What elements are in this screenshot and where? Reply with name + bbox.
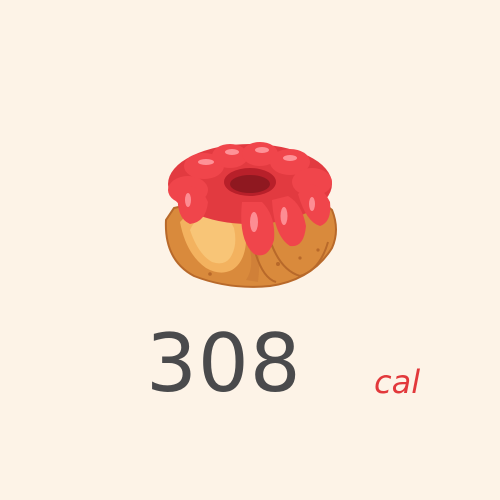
calories-value: 308 <box>146 317 302 410</box>
calories-unit: cal <box>374 363 421 401</box>
bundt-cake-icon <box>150 130 350 300</box>
